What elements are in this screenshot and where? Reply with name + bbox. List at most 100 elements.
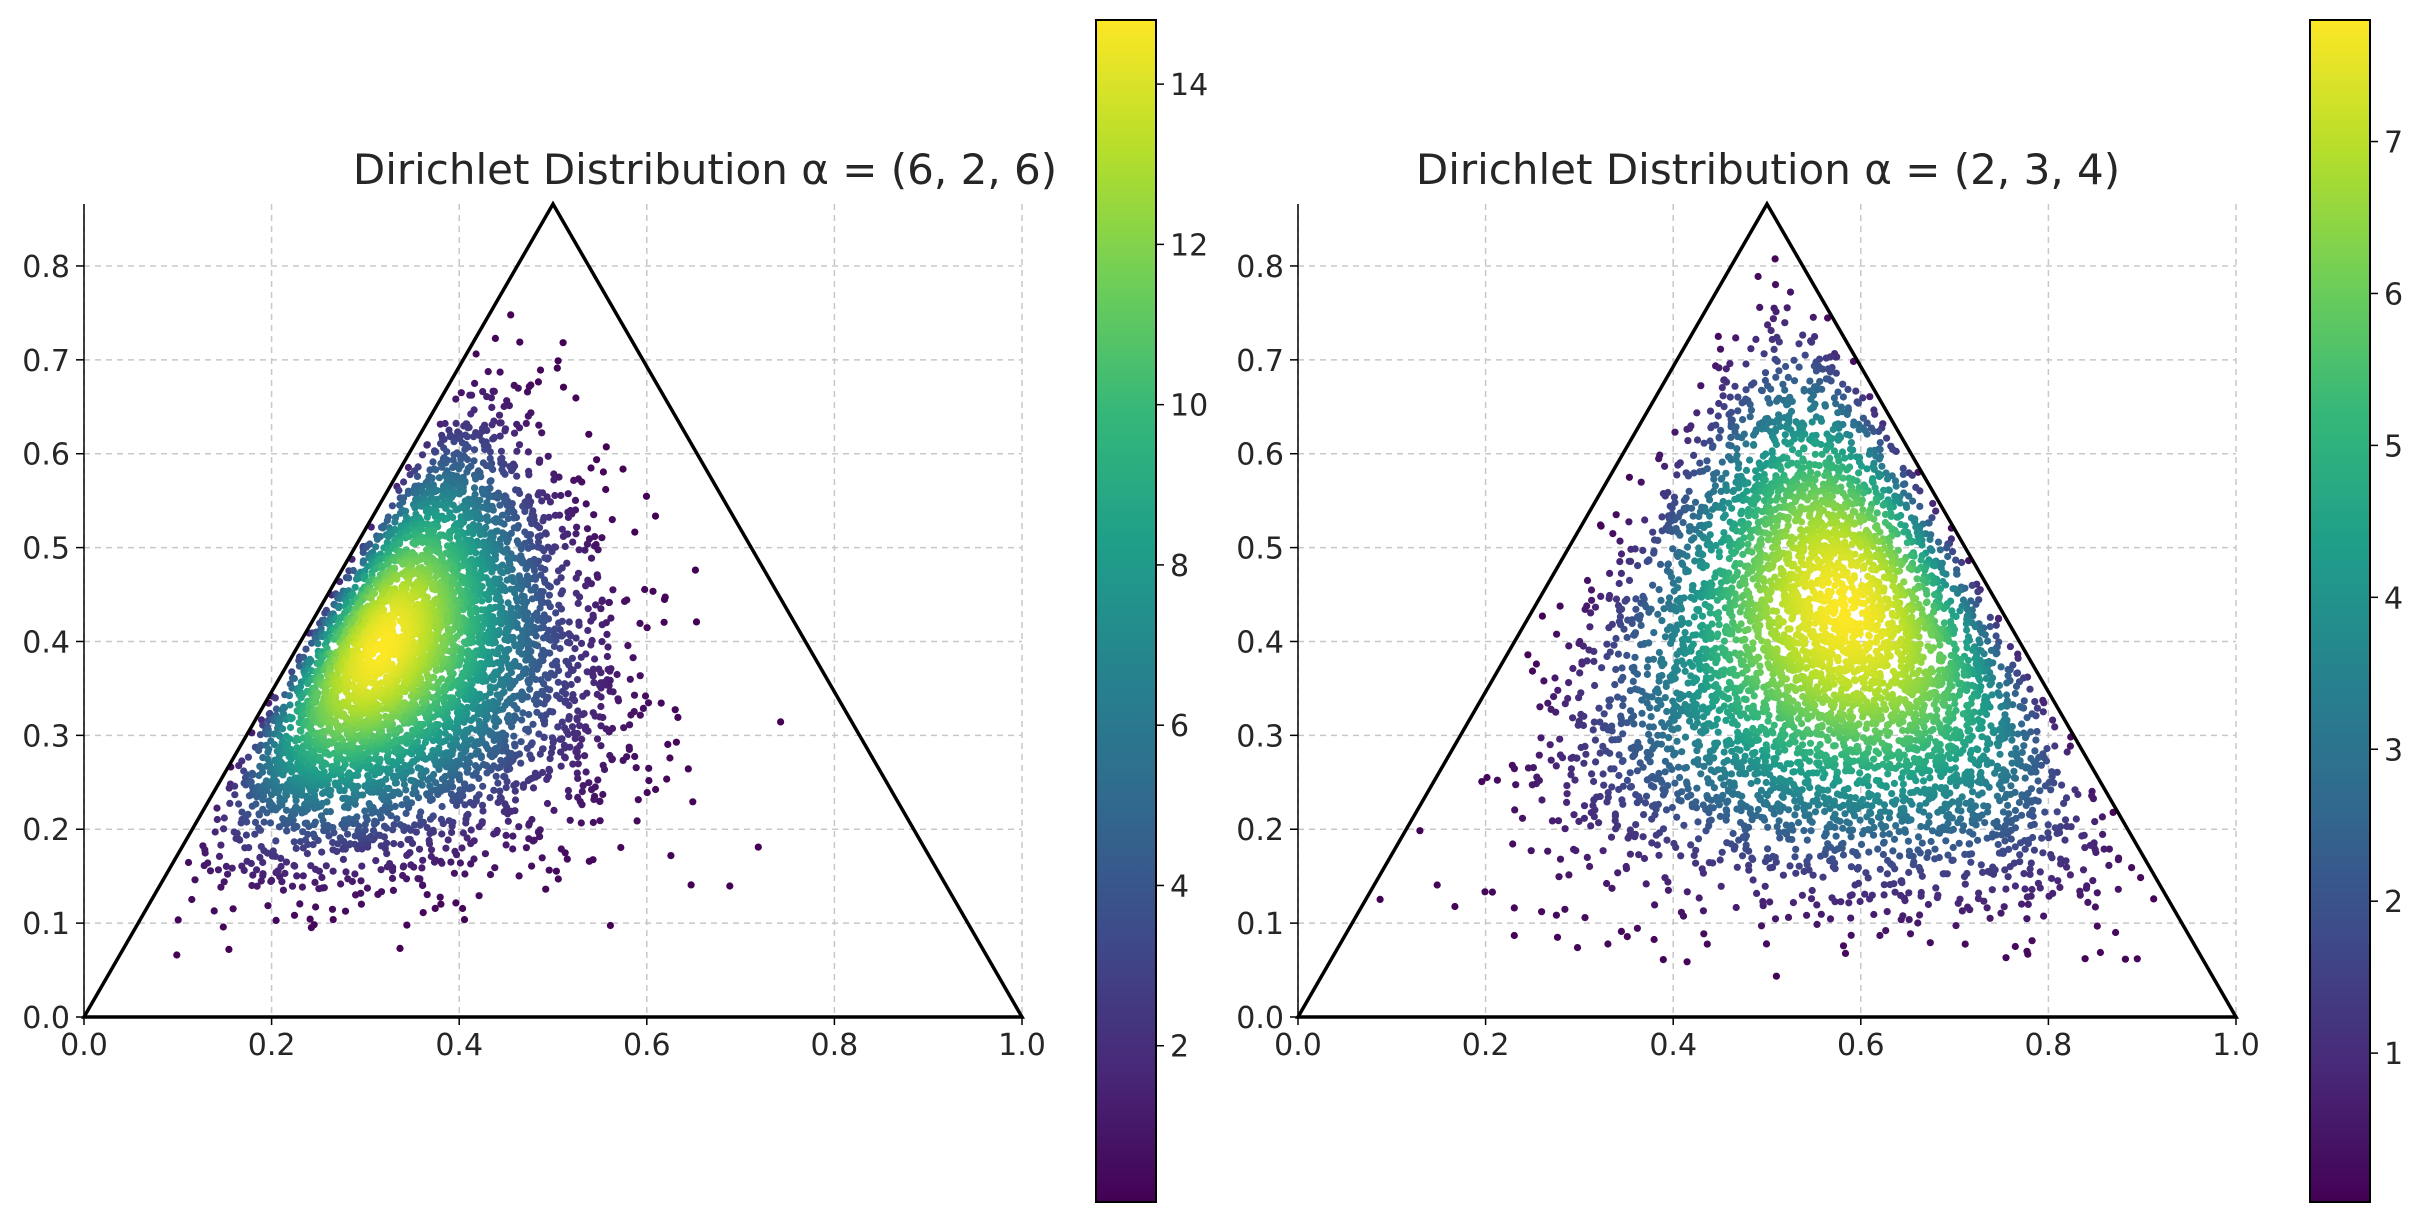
left-scatter-point [663,776,670,783]
left-scatter-point [614,695,621,702]
left-scatter-point [293,845,300,852]
left-scatter-point [403,796,410,803]
left-scatter-point [337,880,344,887]
left-scatter-point [627,711,634,718]
left-scatter-point [661,619,668,626]
left-scatter-point [444,542,451,549]
left-scatter-point [342,868,349,875]
left-scatter-point [504,577,511,584]
left-scatter-point [486,794,493,801]
left-scatter-point [404,732,411,739]
left-scatter-point [519,709,526,716]
left-scatter-point [414,473,421,480]
left-scatter-point [386,860,393,867]
left-scatter-point [726,882,733,889]
left-scatter-point [226,800,233,807]
left-scatter-point [438,830,445,837]
left-scatter-point [383,673,390,680]
left-scatter-point [372,857,379,864]
left-scatter-point [479,802,486,809]
left-scatter-point [464,433,471,440]
left-scatter-point [332,779,339,786]
left-scatter-point [467,410,474,417]
left-scatter-point [483,393,490,400]
left-scatter-point [314,690,321,697]
left-scatter-point [332,718,339,725]
left-scatter-point [578,654,585,661]
left-scatter-point [598,534,605,541]
left-scatter-point [538,429,545,436]
left-scatter-point [666,754,673,761]
left-scatter-point [558,590,565,597]
left-scatter-point [565,671,572,678]
left-scatter-point [501,636,508,643]
left-scatter-point [661,596,668,603]
left-scatter-point [536,459,543,466]
left-scatter-point [557,736,564,743]
left-scatter-point [584,627,591,634]
left-scatter-point [555,602,562,609]
left-scatter-point [594,735,601,742]
left-scatter-point [551,492,558,499]
left-scatter-point [487,478,494,485]
left-scatter-point [598,598,605,605]
left-scatter-point [542,886,549,893]
left-scatter-point [544,800,551,807]
left-scatter-point [583,768,590,775]
left-scatter-point [604,653,611,660]
left-scatter-point [400,478,407,485]
left-scatter-point [497,568,504,575]
left-scatter-point [489,421,496,428]
left-scatter-point [590,819,597,826]
left-scatter-point [479,783,486,790]
left-scatter-point [396,540,403,547]
left-scatter-point [497,369,504,376]
left-scatter-point [522,657,529,664]
left-scatter-point [603,631,610,638]
left-scatter-point [525,413,532,420]
left-title: Dirichlet Distribution α = (6, 2, 6) [353,145,1057,194]
left-scatter-point [302,646,309,653]
left-scatter-point [286,692,293,699]
left-scatter-point [456,786,463,793]
left-scatter-point [688,881,695,888]
left-scatter-point [296,900,303,907]
left-scatter-point [378,888,385,895]
left-scatter-point [528,816,535,823]
left-scatter-point [411,821,418,828]
left-scatter-point [664,741,671,748]
left-scatter-point [562,658,569,665]
left-scatter-point [509,833,516,840]
left-scatter-point [508,467,515,474]
left-scatter-point [564,639,571,646]
left-scatter-point [353,813,360,820]
left-scatter-point [486,580,493,587]
left-scatter-point [592,601,599,608]
left-scatter-point [429,585,436,592]
left-scatter-point [286,701,293,708]
left-scatter-point [554,723,561,730]
left-scatter-point [405,464,412,471]
left-scatter-point [259,870,266,877]
left-scatter-point [238,757,245,764]
left-scatter-point [419,451,426,458]
left-scatter-point [512,486,519,493]
left-scatter-point [390,840,397,847]
left-scatter-point [464,456,471,463]
left-scatter-point [500,469,507,476]
left-scatter-point [438,816,445,823]
left-scatter-point [314,640,321,647]
left-scatter-point [347,840,354,847]
left-scatter-point [516,441,523,448]
left-scatter-point [310,831,317,838]
left-scatter-point [539,517,546,524]
left-scatter-point [599,621,606,628]
left-scatter-point [311,879,318,886]
left-scatter-point [411,541,418,548]
left-scatter-point [553,868,560,875]
left-scatter-point [645,765,652,772]
left-scatter-point [391,519,398,526]
left-scatter-point [631,529,638,536]
left-scatter-point [597,703,604,710]
left-scatter-point [593,456,600,463]
